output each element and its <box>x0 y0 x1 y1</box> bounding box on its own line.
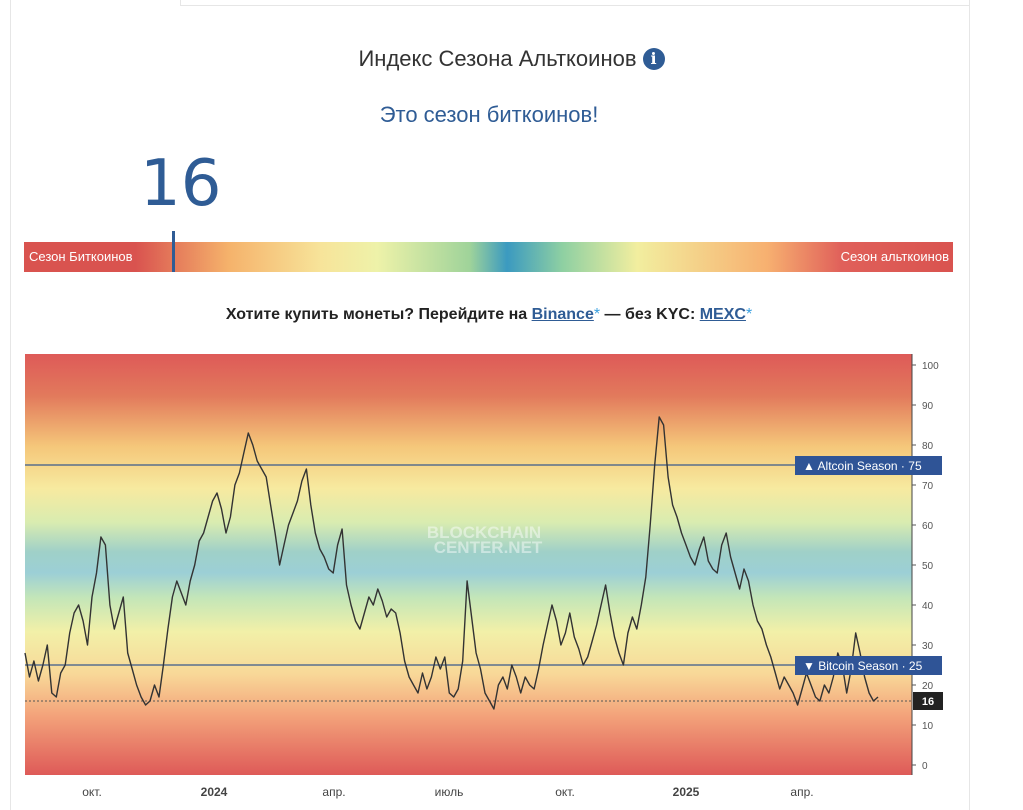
season-gauge: Сезон Биткоинов Сезон альткоинов <box>24 242 953 272</box>
season-status: Это сезон биткоинов! <box>379 102 599 127</box>
promo-line: Хотите купить монеты? Перейдите на Binan… <box>0 306 978 324</box>
mexc-link[interactable]: MEXC <box>699 306 746 323</box>
x-tick-label: апр. <box>790 785 813 799</box>
y-tick-label: 70 <box>922 481 934 492</box>
chart-plot-area <box>25 354 912 775</box>
x-tick-label: окт. <box>555 785 575 799</box>
title-text: Индекс Сезона Альткоинов <box>358 46 637 71</box>
gauge-right-label: Сезон альткоинов <box>840 249 949 264</box>
index-value: 16 <box>140 147 222 221</box>
index-series-line <box>24 416 879 710</box>
bitcoin-season-tag-text: ▼ Bitcoin Season · 25 <box>803 659 923 673</box>
y-tick-label: 20 <box>922 681 934 692</box>
promo-text: Хотите купить монеты? Перейдите на <box>225 306 528 323</box>
y-tick-label: 40 <box>922 601 934 612</box>
y-tick-label: 80 <box>922 441 934 452</box>
gauge-marker <box>172 231 175 272</box>
y-tick-label: 60 <box>922 521 934 532</box>
x-tick-label: июль <box>435 785 464 799</box>
altcoin-season-tag-text: ▲ Altcoin Season · 75 <box>803 459 922 473</box>
x-tick-label: 2025 <box>673 785 700 799</box>
y-tick-label: 90 <box>922 401 934 412</box>
promo-text-mid: — без KYC: <box>604 306 696 323</box>
watermark-line-1: BLOCKCHAIN <box>427 523 541 542</box>
content-panel <box>10 0 970 810</box>
y-tick-label: 100 <box>922 361 939 372</box>
gauge-left-label: Сезон Биткоинов <box>29 249 133 264</box>
binance-link[interactable]: Binance <box>531 306 594 323</box>
y-tick-label: 10 <box>922 721 934 732</box>
x-tick-label: апр. <box>322 785 345 799</box>
bitcoin-season-tag <box>795 656 942 675</box>
mexc-asterisk: * <box>745 306 753 323</box>
altcoin-season-tag <box>795 456 942 475</box>
x-tick-label: 2024 <box>201 785 228 799</box>
page-title: Индекс Сезона Альткоинов i <box>0 46 1023 72</box>
x-tick-label: окт. <box>82 785 102 799</box>
info-icon[interactable]: i <box>642 48 665 70</box>
watermark-line-2: CENTER.NET <box>434 538 543 557</box>
y-tick-label: 30 <box>922 641 934 652</box>
binance-asterisk: * <box>593 306 601 323</box>
current-value-tag <box>913 692 943 710</box>
y-tick-label: 0 <box>922 761 928 772</box>
y-tick-label: 50 <box>922 561 934 572</box>
current-value-tag-text: 16 <box>922 696 934 708</box>
